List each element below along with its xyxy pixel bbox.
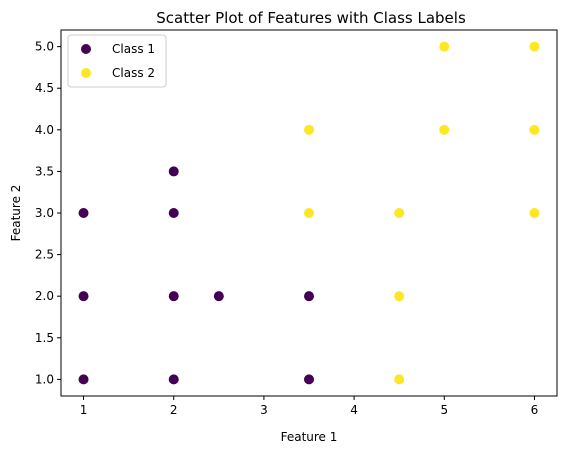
legend-label-class-1: Class 1 [112, 42, 155, 56]
data-point [304, 124, 314, 135]
x-tick-label: 1 [80, 403, 88, 417]
data-point [213, 291, 224, 302]
data-point [304, 208, 314, 218]
x-tick-label: 5 [440, 403, 448, 417]
y-tick-label: 3.0 [35, 206, 54, 220]
y-axis-ticks: 1.0 1.5 2.0 2.5 3.0 3.5 4.0 4.5 5.0 [35, 40, 61, 386]
series-class-1 [78, 166, 314, 385]
chart-title: Scatter Plot of Features with Class Labe… [156, 9, 466, 27]
x-axis-label: Feature 1 [281, 430, 338, 444]
x-axis-ticks: 1 2 3 4 5 6 [80, 396, 539, 417]
legend-label-class-2: Class 2 [112, 66, 155, 80]
data-point [529, 41, 540, 52]
x-tick-label: 2 [170, 403, 178, 417]
y-axis-label: Feature 2 [9, 185, 23, 242]
y-tick-label: 3.5 [35, 164, 54, 178]
data-point [394, 208, 405, 218]
y-tick-label: 2.0 [35, 289, 54, 303]
legend-marker-class-2 [81, 68, 91, 78]
data-point [168, 291, 179, 302]
data-point [168, 374, 179, 385]
y-tick-label: 2.5 [35, 248, 54, 262]
y-tick-label: 4.5 [35, 81, 54, 95]
data-point [168, 208, 179, 218]
legend-frame [67, 34, 167, 88]
legend: Class 1 Class 2 [67, 34, 167, 88]
data-point [304, 291, 314, 302]
data-point [78, 291, 89, 302]
data-point [78, 208, 89, 218]
data-point [394, 374, 405, 385]
y-tick-label: 5.0 [35, 40, 54, 54]
x-tick-label: 6 [531, 403, 539, 417]
data-point [439, 124, 450, 135]
data-points [78, 41, 540, 385]
data-point [439, 41, 450, 52]
series-class-2 [304, 41, 540, 385]
y-tick-label: 1.5 [35, 331, 54, 345]
y-tick-label: 4.0 [35, 123, 54, 137]
data-point [394, 291, 405, 302]
legend-marker-class-1 [81, 44, 91, 54]
data-point [168, 166, 179, 177]
data-point [529, 124, 540, 135]
plot-area: 1 2 3 4 5 6 1.0 1.5 2.0 2.5 3.0 3.5 4.0 4.5 5.0 [35, 29, 558, 417]
x-tick-label: 3 [260, 403, 268, 417]
data-point [529, 208, 540, 218]
data-point [304, 374, 314, 385]
y-tick-label: 1.0 [35, 372, 54, 386]
x-tick-label: 4 [350, 403, 358, 417]
data-point [78, 374, 89, 385]
